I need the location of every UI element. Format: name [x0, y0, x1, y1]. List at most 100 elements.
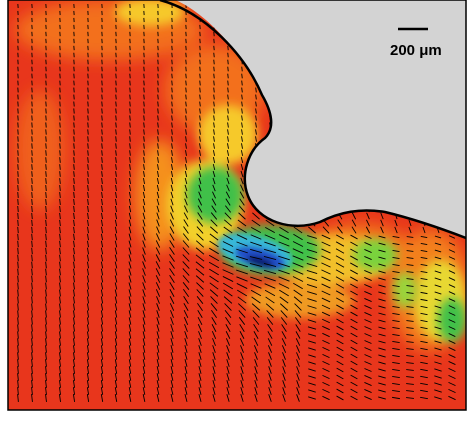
velocity-vector	[87, 205, 89, 213]
velocity-vector	[336, 374, 344, 380]
velocity-vector	[392, 256, 400, 260]
velocity-vector	[115, 198, 117, 206]
velocity-vector	[155, 289, 161, 297]
velocity-vector	[101, 136, 103, 142]
velocity-vector	[17, 240, 19, 248]
velocity-vector	[336, 346, 344, 352]
velocity-vector	[241, 115, 243, 121]
velocity-vector	[239, 338, 245, 346]
velocity-vector	[86, 366, 90, 374]
velocity-vector	[378, 277, 386, 281]
velocity-vector	[321, 290, 331, 296]
velocity-vector	[198, 338, 202, 346]
velocity-vector	[392, 333, 400, 337]
velocity-vector	[210, 303, 218, 311]
velocity-vector	[253, 338, 259, 346]
velocity-vector	[128, 345, 132, 353]
velocity-vector	[171, 94, 173, 100]
velocity-vector	[293, 296, 303, 304]
velocity-vector	[101, 198, 103, 206]
velocity-vector	[226, 394, 230, 402]
velocity-vector	[199, 66, 201, 72]
velocity-vector	[31, 282, 33, 290]
velocity-vector	[182, 233, 190, 241]
velocity-vector	[31, 303, 33, 311]
velocity-vector	[364, 319, 372, 323]
velocity-vector	[336, 304, 344, 310]
velocity-vector	[448, 235, 456, 239]
velocity-vector	[336, 353, 344, 359]
velocity-vector	[87, 129, 89, 135]
velocity-vector	[100, 296, 104, 304]
velocity-vector	[254, 380, 258, 388]
velocity-vector	[227, 66, 229, 72]
velocity-vector	[406, 299, 414, 301]
velocity-vector	[278, 283, 290, 289]
velocity-vector	[392, 382, 400, 386]
velocity-vector	[434, 333, 442, 337]
velocity-vector	[73, 303, 75, 311]
velocity-vector	[73, 317, 75, 325]
velocity-vector	[142, 352, 146, 360]
velocity-vector	[254, 373, 258, 381]
velocity-vector	[170, 366, 174, 374]
velocity-vector	[73, 192, 75, 198]
velocity-vector	[378, 319, 386, 323]
velocity-vector	[199, 87, 201, 93]
velocity-vector	[31, 359, 33, 367]
velocity-vector	[101, 101, 103, 107]
velocity-vector	[268, 373, 272, 381]
velocity-vector	[183, 317, 189, 325]
velocity-vector	[114, 303, 118, 311]
velocity-vector	[59, 164, 61, 170]
velocity-vector	[238, 205, 246, 213]
velocity-vector	[211, 205, 217, 213]
velocity-vector	[238, 317, 246, 325]
velocity-vector	[170, 184, 174, 192]
velocity-vector	[336, 234, 344, 240]
velocity-vector	[86, 310, 90, 318]
velocity-vector	[142, 219, 146, 227]
velocity-vector	[171, 87, 173, 93]
velocity-vector	[169, 247, 175, 255]
velocity-vector	[185, 115, 187, 121]
velocity-vector	[129, 171, 131, 177]
velocity-vector	[100, 275, 104, 283]
velocity-vector	[86, 324, 90, 332]
velocity-vector	[87, 171, 89, 177]
velocity-vector	[225, 324, 231, 332]
velocity-vector	[185, 150, 187, 156]
velocity-vector	[156, 205, 160, 213]
velocity-vector	[128, 261, 132, 269]
velocity-vector	[114, 247, 118, 255]
velocity-vector	[196, 289, 204, 297]
velocity-vector	[17, 268, 19, 276]
velocity-vector	[211, 331, 217, 339]
velocity-vector	[308, 340, 316, 344]
velocity-vector	[322, 381, 330, 387]
velocity-vector	[227, 136, 229, 142]
velocity-vector	[212, 352, 216, 360]
velocity-vector	[392, 312, 400, 316]
velocity-vector	[406, 362, 414, 364]
velocity-vector	[378, 256, 386, 260]
velocity-vector	[322, 353, 330, 359]
velocity-vector	[267, 345, 273, 353]
velocity-vector	[114, 380, 118, 388]
velocity-vector	[264, 276, 276, 282]
velocity-vector	[336, 325, 344, 331]
velocity-vector	[156, 352, 160, 360]
velocity-vector	[129, 129, 131, 135]
velocity-vector	[156, 212, 160, 220]
velocity-vector	[268, 359, 272, 367]
velocity-vector	[142, 338, 146, 346]
velocity-vector	[169, 261, 175, 269]
velocity-vector	[101, 150, 103, 156]
velocity-vector	[17, 359, 19, 367]
velocity-vector	[420, 263, 428, 267]
velocity-vector	[296, 366, 300, 374]
velocity-vector	[73, 233, 75, 241]
velocity-vector	[73, 136, 75, 142]
velocity-vector	[199, 94, 201, 100]
velocity-vector	[434, 235, 442, 239]
